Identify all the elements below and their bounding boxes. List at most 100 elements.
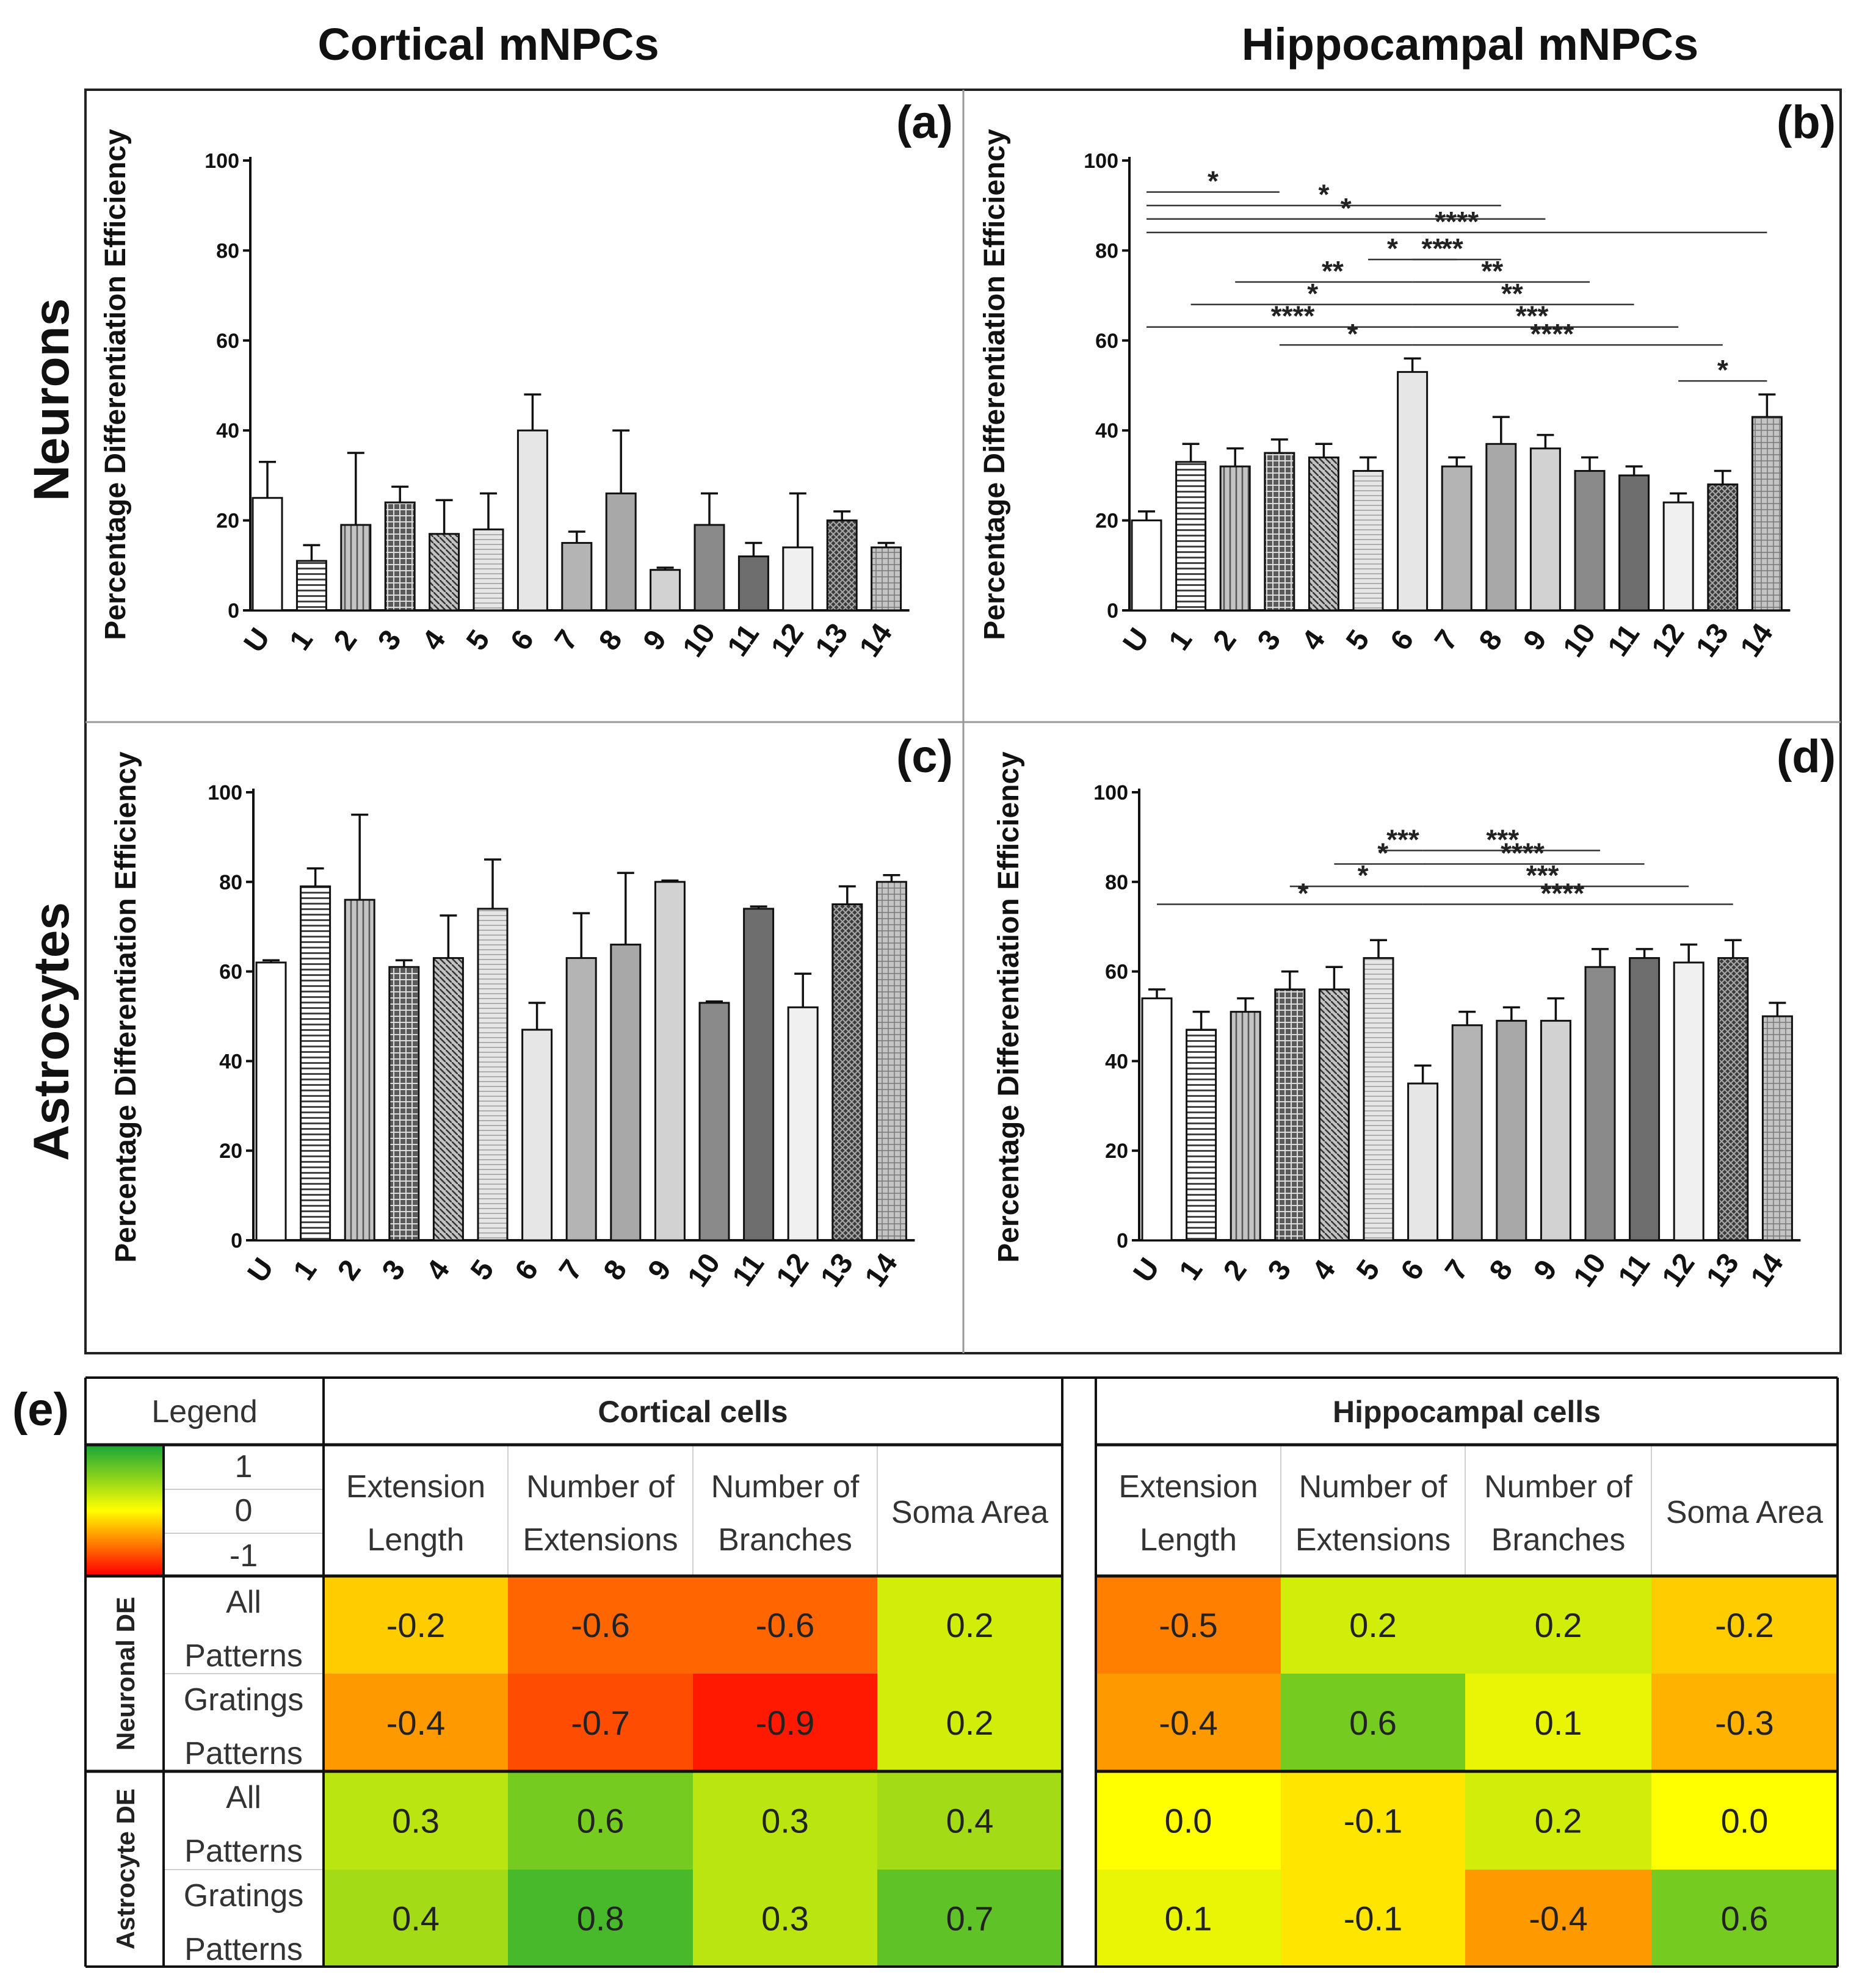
cortical-column-header: Extensions [523,1522,678,1558]
significance-label: * [1377,837,1388,869]
bar-1 [300,885,331,1242]
x-tick-label: U [238,623,277,659]
bar-11 [1618,474,1650,612]
cortical-cell-value: 0.8 [577,1899,625,1938]
legend-title: Legend [151,1394,258,1430]
significance-label: ** [1501,278,1523,309]
bar-3 [384,501,416,612]
bar-4 [1318,988,1350,1242]
x-tick-label: 13 [1690,618,1735,663]
bar-8 [605,492,637,612]
y-axis-label: Percentage Differentiation Efficiency [993,751,1025,1263]
bar-4 [1308,456,1339,612]
bar-2 [340,524,372,612]
bar-14 [875,881,907,1242]
cortical-column-header: Length [367,1522,464,1558]
row-group-label: Astrocyte DE [111,1788,140,1950]
cortical-heatmap-cell [693,1870,877,1967]
bar-U [252,497,283,612]
cortical-heatmap-cell [693,1576,877,1674]
significance-label: ** [1441,233,1463,264]
significance-label: *** [1486,823,1519,855]
cortical-cell-value: 0.2 [946,1606,994,1644]
bar-12 [782,546,814,612]
cortical-heatmap-cell [877,1674,1062,1771]
row-label: All [226,1585,261,1620]
x-tick-label: 3 [376,1254,412,1286]
y-tick-label: 0 [1117,1229,1128,1252]
hippocampal-heatmap-cell [1651,1576,1838,1674]
bar-4 [432,957,464,1242]
bar-6 [1397,370,1429,612]
cortical-cell-value: 0.3 [761,1802,809,1840]
hippocampal-column-header: Extension [1118,1469,1258,1505]
bar-U [255,961,287,1242]
y-tick-label: 100 [1084,150,1118,173]
hippocampal-heatmap-cell [1465,1576,1651,1674]
x-tick-label: 14 [859,1248,904,1293]
hippocampal-column-header: Length [1140,1522,1237,1558]
cortical-heatmap-cell [693,1771,877,1870]
bar-14 [871,546,902,612]
x-tick-label: 9 [637,624,673,656]
y-axis-label: Percentage Differentiation Efficiency [100,129,132,640]
row-label: Patterns [184,1638,303,1674]
y-tick-label: 80 [1105,871,1128,894]
bar-10 [694,524,725,612]
hippocampal-column-header: Number of [1484,1469,1632,1505]
significance-label: **** [1271,300,1315,332]
y-tick-label: 0 [231,1229,242,1252]
x-tick-label: 13 [814,1248,860,1293]
y-tick-label: 40 [1105,1050,1128,1073]
bar-5 [473,528,504,612]
y-tick-label: 100 [208,781,242,804]
hippocampal-cell-value: -0.5 [1159,1606,1218,1644]
x-tick-label: 9 [1527,1254,1563,1286]
bar-5 [1363,957,1394,1242]
cortical-heatmap-cell [877,1771,1062,1870]
hippocampal-heatmap-cell [1096,1771,1281,1870]
chart-b: Percentage Differentiation Efficiency 0 20… [979,129,1791,663]
chart-c: Percentage Differentiation Efficiency 0 20… [110,751,915,1293]
hippocampal-cell-value: 0.6 [1721,1899,1769,1938]
hippocampal-heatmap-cell [1096,1674,1281,1771]
y-tick-label: 40 [216,419,239,443]
hippocampal-cell-value: 0.0 [1721,1802,1769,1840]
x-tick-label: 11 [1612,1248,1657,1292]
x-tick-label: 7 [553,1254,589,1286]
x-tick-label: 2 [1207,624,1243,656]
significance-label: **** [1501,837,1545,869]
bar-3 [1274,988,1306,1242]
x-tick-label: 3 [1262,1254,1298,1286]
significance-label: * [1307,278,1318,309]
cortical-cell-value: -0.6 [756,1606,815,1644]
hippocampal-column-header: Number of [1299,1469,1447,1505]
cortical-heatmap-cell [324,1771,508,1870]
x-tick-label: 13 [809,618,854,663]
hippocampal-heatmap-cell [1096,1576,1281,1674]
x-tick-label: U [1117,623,1156,659]
hippocampal-cell-value: 0.6 [1349,1704,1397,1742]
legend-level: 0 [235,1493,253,1528]
hippocampal-heatmap-cell [1465,1674,1651,1771]
row-title-astrocytes: Astrocytes [24,902,79,1161]
legend-level: -1 [230,1538,258,1574]
legend-level: 1 [235,1449,253,1484]
cortical-column-header: Extension [346,1469,485,1505]
x-tick-label: 12 [770,1248,815,1293]
significance-label: * [1358,859,1369,891]
hippocampal-cell-value: -0.1 [1344,1802,1403,1840]
hippocampal-column-header: Extensions [1295,1522,1451,1558]
cortical-heatmap-cell [508,1771,693,1870]
row-label: Gratings [184,1878,304,1914]
hippocampal-cell-value: 0.1 [1535,1704,1582,1742]
bar-3 [1264,452,1295,612]
bar-6 [521,1028,553,1242]
bar-1 [295,560,327,612]
bar-11 [1629,957,1661,1242]
x-tick-label: 10 [676,618,722,663]
y-tick-label: 20 [1105,1140,1128,1163]
y-tick-label: 80 [1095,239,1118,262]
y-tick-label: 0 [1107,599,1118,623]
x-tick-label: 11 [1602,618,1646,662]
